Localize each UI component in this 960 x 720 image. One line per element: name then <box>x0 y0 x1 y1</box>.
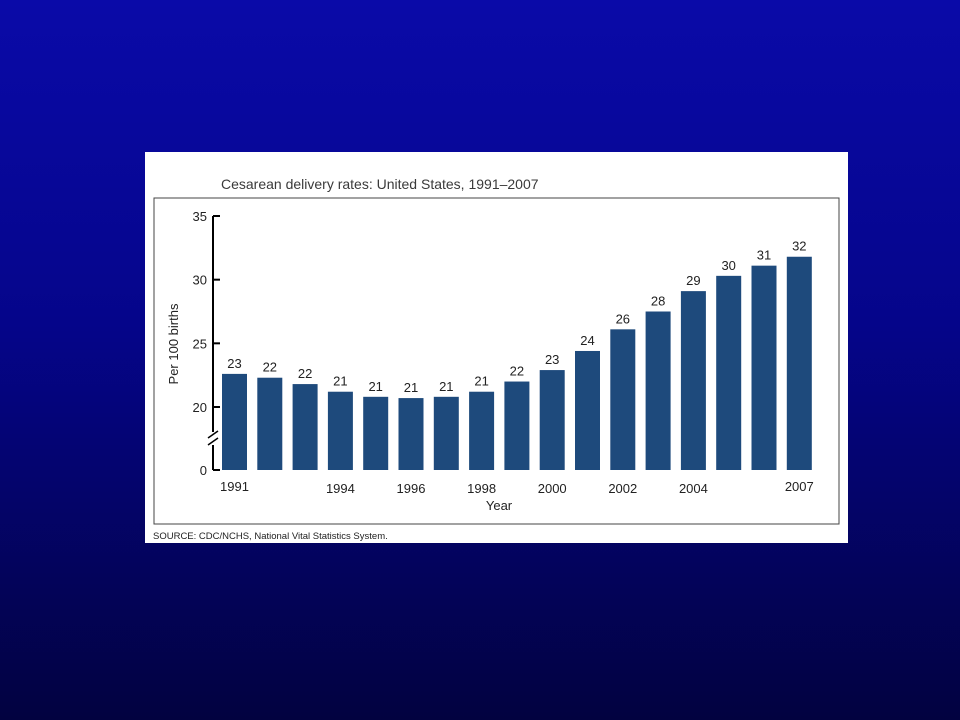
x-tick-label: 1991 <box>220 479 249 494</box>
data-label: 29 <box>686 273 700 288</box>
y-axis-label: Per 100 births <box>166 303 181 384</box>
bar <box>433 396 459 470</box>
data-label: 21 <box>368 379 382 394</box>
x-tick-label: 1994 <box>326 481 355 496</box>
y-tick-label: 0 <box>200 463 207 478</box>
data-label: 28 <box>651 294 665 309</box>
x-axis: 1991 1994 1996 1998 2000 2002 2004 2007 <box>220 479 814 496</box>
x-tick-label: 2000 <box>538 481 567 496</box>
bar <box>504 381 530 470</box>
data-label: 21 <box>333 374 347 389</box>
chart-figure: Cesarean delivery rates: United States, … <box>145 152 848 543</box>
data-label: 22 <box>263 360 277 375</box>
axis-break-mark <box>207 430 219 439</box>
bar <box>786 256 812 470</box>
axis-break-mark <box>207 437 219 446</box>
data-label: 24 <box>580 333 594 348</box>
bar <box>398 398 424 470</box>
bar <box>363 396 389 470</box>
y-tick-label: 30 <box>193 273 207 288</box>
x-tick-label: 2002 <box>608 481 637 496</box>
data-label: 22 <box>298 366 312 381</box>
data-label: 21 <box>474 374 488 389</box>
bars: 23 22 22 21 21 21 21 21 22 23 24 26 28 29 30 31 32 <box>222 239 812 470</box>
data-label: 21 <box>404 380 418 395</box>
bar <box>680 291 706 470</box>
data-label: 32 <box>792 239 806 254</box>
data-label: 23 <box>545 352 559 367</box>
chart-svg: Cesarean delivery rates: United States, … <box>153 176 840 542</box>
bar <box>292 384 318 470</box>
bar <box>539 370 565 470</box>
x-axis-label: Year <box>486 498 513 513</box>
plot-frame <box>153 197 840 525</box>
data-label: 31 <box>757 248 771 263</box>
data-label: 21 <box>439 379 453 394</box>
data-label: 23 <box>227 356 241 371</box>
bar <box>751 265 777 470</box>
y-tick-label: 25 <box>193 336 207 351</box>
bar <box>469 391 495 470</box>
data-label: 22 <box>510 364 524 379</box>
y-axis: 0 20 25 30 35 <box>193 209 220 478</box>
x-tick-label: 2007 <box>785 479 814 494</box>
bar <box>257 377 283 470</box>
bar <box>716 275 742 470</box>
y-tick-label: 20 <box>193 400 207 415</box>
y-tick-label: 35 <box>193 209 207 224</box>
bar <box>575 350 600 470</box>
data-label: 30 <box>721 258 735 273</box>
chart-title: Cesarean delivery rates: United States, … <box>221 176 539 192</box>
data-label: 26 <box>616 311 630 326</box>
x-tick-label: 2004 <box>679 481 708 496</box>
x-tick-label: 1998 <box>467 481 496 496</box>
x-tick-label: 1996 <box>397 481 426 496</box>
bar <box>327 391 353 470</box>
source-note: SOURCE: CDC/NCHS, National Vital Statist… <box>153 531 388 542</box>
bar <box>645 311 671 470</box>
bar <box>610 329 636 470</box>
bar <box>222 373 247 470</box>
